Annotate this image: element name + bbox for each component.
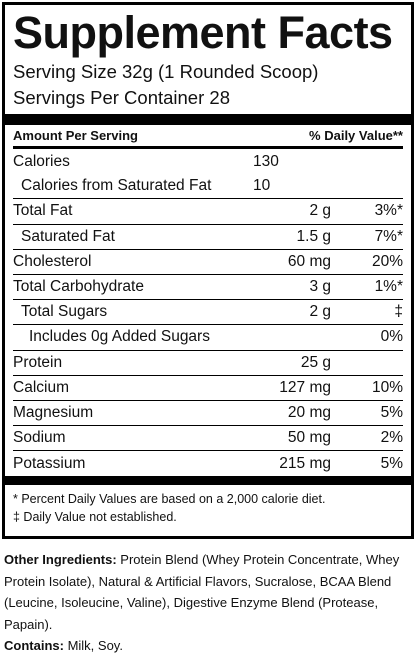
- contains-label: Contains:: [4, 638, 64, 653]
- contains-allergens: Contains: Milk, Soy.: [4, 635, 414, 657]
- nutrient-daily-value: 7%*: [374, 227, 403, 245]
- nutrient-daily-value: 2%: [380, 429, 403, 447]
- nutrient-amount: 50 mg: [287, 429, 331, 447]
- nutrient-row: Magnesium 20 mg 5%: [13, 401, 403, 427]
- nutrient-row: Potassium 215 mg 5%: [13, 451, 403, 476]
- other-ingredients: Other Ingredients: Protein Blend (Whey P…: [4, 549, 414, 635]
- nutrient-row: Calcium 127 mg 10%: [13, 376, 403, 401]
- nutrient-amount: 215 mg: [279, 454, 331, 472]
- nutrient-row: Cholesterol 60 mg 20%: [13, 250, 403, 275]
- nutrient-daily-value: 0%: [380, 328, 403, 346]
- nutrient-daily-value: 5%: [380, 454, 403, 472]
- nutrient-amount: 127 mg: [279, 378, 331, 396]
- nutrient-row: Total Fat 2 g 3%*: [13, 199, 403, 225]
- nutrient-name: Sodium: [13, 429, 66, 447]
- nutrient-name: Cholesterol: [13, 252, 92, 270]
- nutrient-name: Potassium: [13, 454, 86, 472]
- nutrient-name: Protein: [13, 353, 63, 371]
- nutrient-amount: 10: [253, 177, 271, 195]
- nutrient-row: Total Carbohydrate 3 g 1%*: [13, 275, 403, 301]
- ingredients-block: Other Ingredients: Protein Blend (Whey P…: [4, 549, 414, 657]
- nutrient-name: Includes 0g Added Sugars: [29, 328, 210, 346]
- nutrient-amount: 2 g: [309, 202, 331, 220]
- thick-divider: [5, 114, 411, 125]
- nutrient-name: Calories from Saturated Fat: [21, 177, 212, 195]
- nutrient-row: Total Sugars 2 g ‡: [13, 300, 403, 326]
- other-ingredients-label: Other Ingredients:: [4, 552, 117, 567]
- amount-per-serving-label: Amount Per Serving: [13, 128, 138, 143]
- nutrient-name: Total Sugars: [21, 303, 108, 321]
- nutrient-daily-value: 5%: [380, 403, 403, 421]
- column-header: Amount Per Serving % Daily Value**: [13, 125, 403, 149]
- serving-size: Serving Size 32g (1 Rounded Scoop): [13, 61, 319, 82]
- nutrient-name: Total Fat: [13, 202, 73, 220]
- nutrient-amount: 60 mg: [287, 252, 331, 270]
- nutrient-name: Magnesium: [13, 403, 94, 421]
- contains-text: Milk, Soy.: [63, 638, 123, 653]
- supplement-facts-panel: Supplement Facts Serving Size 32g (1 Rou…: [2, 2, 414, 539]
- servings-per-container: Servings Per Container 28: [13, 87, 230, 108]
- nutrient-name: Total Carbohydrate: [13, 278, 144, 296]
- nutrient-amount: 130: [253, 152, 279, 170]
- bottom-divider: [5, 476, 411, 486]
- nutrient-daily-value: ‡: [394, 303, 403, 321]
- nutrient-row: Sodium 50 mg 2%: [13, 426, 403, 452]
- not-established-footnote: ‡ Daily Value not established.: [13, 510, 177, 525]
- panel-title: Supplement Facts: [13, 7, 393, 58]
- nutrient-amount: 3 g: [309, 278, 331, 296]
- daily-value-label: % Daily Value**: [309, 128, 403, 143]
- nutrient-daily-value: 1%*: [374, 278, 403, 296]
- nutrient-amount: 1.5 g: [296, 227, 331, 245]
- nutrient-daily-value: 20%: [371, 252, 403, 270]
- nutrient-name: Calories: [13, 152, 70, 170]
- nutrient-amount: 25 g: [300, 353, 331, 371]
- footnotes: * Percent Daily Values are based on a 2,…: [13, 485, 403, 526]
- nutrient-amount: 20 mg: [287, 403, 331, 421]
- nutrient-name: Calcium: [13, 378, 69, 396]
- nutrient-daily-value: 3%*: [374, 202, 403, 220]
- nutrient-row-calories: Calories 130: [13, 149, 403, 174]
- nutrient-amount: 2 g: [309, 303, 331, 321]
- nutrient-row: Saturated Fat 1.5 g 7%*: [13, 225, 403, 250]
- nutrient-row: Includes 0g Added Sugars 0%: [13, 325, 403, 351]
- nutrient-daily-value: 10%: [371, 378, 403, 396]
- nutrient-row: Protein 25 g: [13, 351, 403, 376]
- nutrient-name: Saturated Fat: [21, 227, 115, 245]
- percent-footnote: * Percent Daily Values are based on a 2,…: [13, 492, 326, 507]
- nutrient-row-calories-sat-fat: Calories from Saturated Fat 10: [13, 174, 403, 200]
- other-ingredients-text: Protein Blend (Whey Protein Concentrate,…: [4, 552, 400, 632]
